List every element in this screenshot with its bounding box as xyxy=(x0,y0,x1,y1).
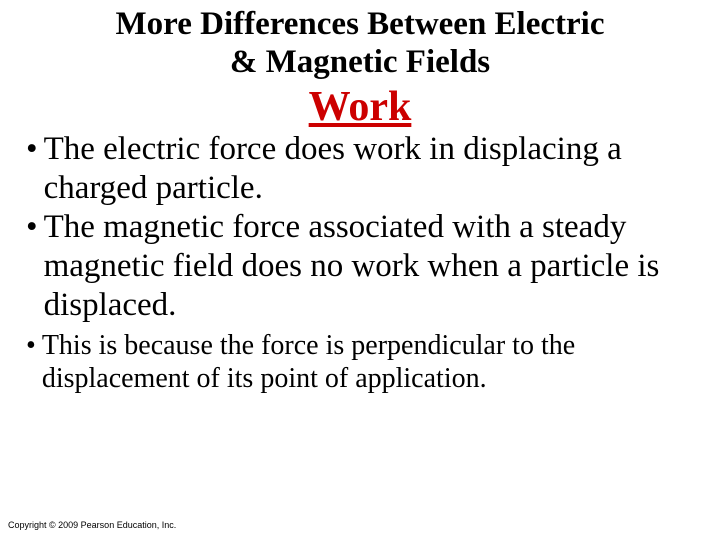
bullet-item: • The electric force does work in displa… xyxy=(26,130,694,208)
bullet-dot-icon: • xyxy=(26,329,42,395)
bullet-item: • This is because the force is perpendic… xyxy=(26,329,694,395)
slide-title: More Differences Between Electric & Magn… xyxy=(0,0,720,82)
title-line-1: More Differences Between Electric xyxy=(116,6,605,42)
slide-container: More Differences Between Electric & Magn… xyxy=(0,0,720,540)
bullet-dot-icon: • xyxy=(26,130,44,208)
bullet-text: The electric force does work in displaci… xyxy=(44,130,694,208)
slide-subtitle: Work xyxy=(0,84,720,130)
copyright-text: Copyright © 2009 Pearson Education, Inc. xyxy=(8,520,176,530)
title-line-2: & Magnetic Fields xyxy=(230,44,490,80)
bullet-list: • The electric force does work in displa… xyxy=(0,130,720,395)
bullet-text: This is because the force is perpendicul… xyxy=(42,329,694,395)
bullet-text: The magnetic force associated with a ste… xyxy=(44,208,694,325)
bullet-dot-icon: • xyxy=(26,208,44,325)
bullet-item: • The magnetic force associated with a s… xyxy=(26,208,694,325)
